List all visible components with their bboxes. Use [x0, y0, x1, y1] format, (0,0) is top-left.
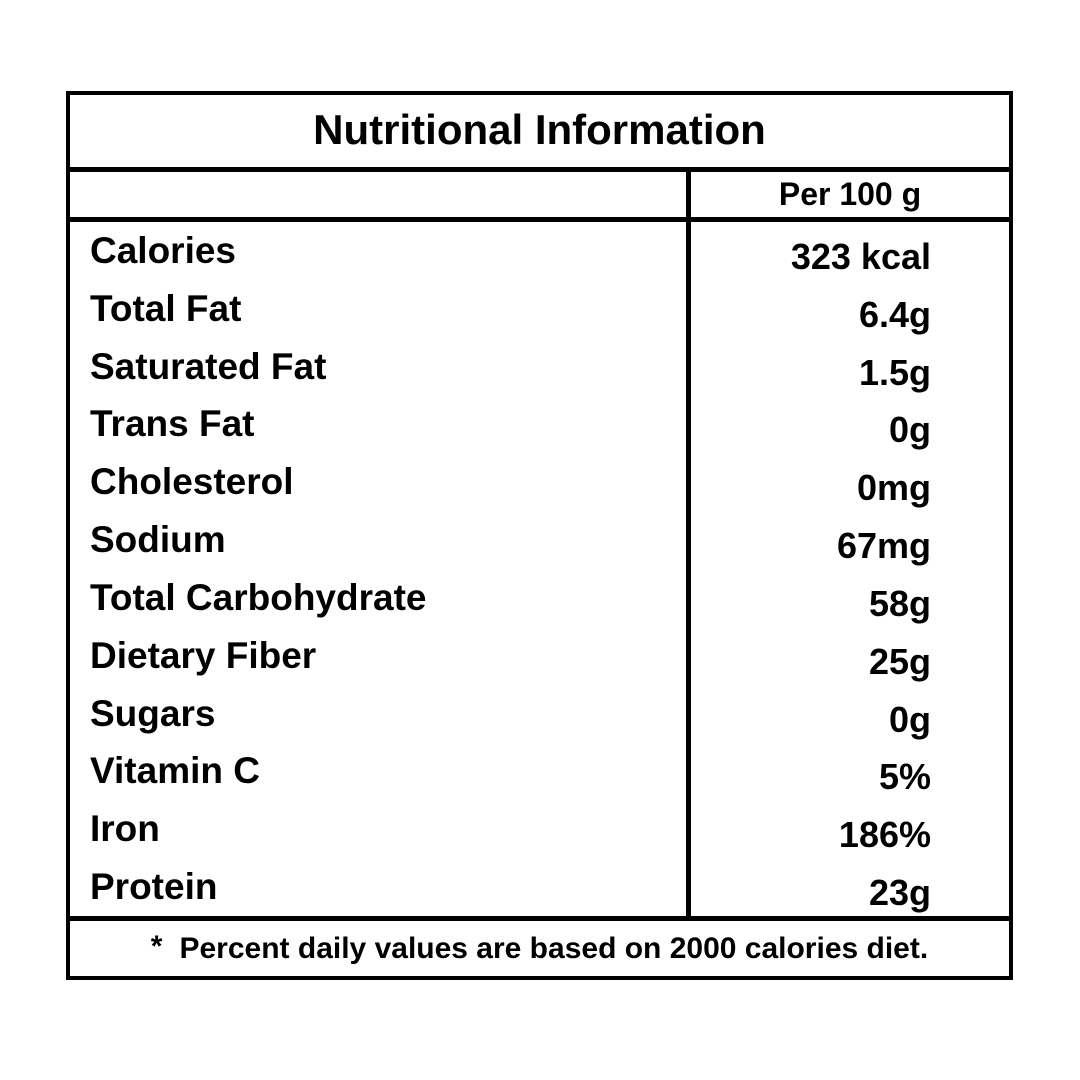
- nutrient-value-cell: 23g: [686, 858, 1009, 916]
- nutrient-value-cell: 1.5g: [686, 337, 1009, 396]
- row-label: Sodium: [90, 519, 226, 561]
- nutrient-value-cell: 58g: [686, 568, 1009, 627]
- row-label: Dietary Fiber: [90, 634, 317, 676]
- nutrient-label-cell: Protein: [70, 858, 686, 916]
- nutrient-label-cell: Vitamin C: [70, 742, 686, 800]
- footnote-asterisk: *: [150, 929, 163, 963]
- nutrient-label-cell: Sugars: [70, 685, 686, 743]
- nutrient-value-cell: 25g: [686, 626, 1009, 685]
- row-value: 0g: [888, 698, 931, 740]
- table-body: Calories 323 kcal Total Fat 6.4g Saturat…: [70, 222, 1009, 921]
- row-label: Total Fat: [90, 287, 242, 329]
- row-label: Sugars: [90, 692, 216, 734]
- row-label: Protein: [90, 866, 218, 908]
- nutrient-label-cell: Total Fat: [70, 280, 686, 338]
- column-header-per-100g: Per 100 g: [686, 172, 1009, 217]
- footnote-text: Percent daily values are based on 2000 c…: [179, 931, 929, 965]
- row-value: 67mg: [836, 525, 931, 567]
- column-header-label: Per 100 g: [778, 176, 922, 212]
- nutrient-value-cell: 323 kcal: [686, 222, 1009, 280]
- nutrient-label-cell: Calories: [70, 222, 686, 280]
- row-label: Saturated Fat: [90, 345, 327, 387]
- row-value: 1.5g: [858, 351, 931, 393]
- nutrient-value-cell: 67mg: [686, 511, 1009, 569]
- row-value: 0g: [888, 409, 931, 451]
- footnote-row: * Percent daily values are based on 2000…: [70, 921, 1009, 976]
- nutrient-label-cell: Trans Fat: [70, 395, 686, 453]
- nutrient-label-cell: Total Carbohydrate: [70, 569, 686, 627]
- nutrient-label-cell: Iron: [70, 800, 686, 858]
- page-title: Nutritional Information: [313, 106, 766, 153]
- row-label: Trans Fat: [90, 403, 255, 445]
- row-value: 323 kcal: [790, 235, 931, 277]
- nutrient-label-cell: Dietary Fiber: [70, 627, 686, 685]
- row-label: Calories: [90, 229, 237, 271]
- nutrient-value-cell: 0mg: [686, 453, 1009, 512]
- nutrient-value-cell: 0g: [686, 684, 1009, 743]
- column-header-empty-cell: [70, 172, 686, 217]
- column-header-row: Per 100 g: [70, 172, 1009, 222]
- row-value: 58g: [868, 582, 931, 624]
- nutrient-label-cell: Sodium: [70, 511, 686, 569]
- row-value: 23g: [868, 872, 931, 914]
- nutrient-value-cell: 6.4g: [686, 279, 1009, 338]
- row-label: Total Carbohydrate: [90, 576, 427, 618]
- nutrient-value-cell: 186%: [686, 800, 1009, 859]
- row-value: 25g: [868, 640, 931, 682]
- row-label: Iron: [90, 808, 160, 850]
- row-value: 5%: [878, 756, 931, 798]
- nutrient-label-cell: Cholesterol: [70, 453, 686, 511]
- nutrient-value-cell: 5%: [686, 742, 1009, 801]
- row-value: 186%: [838, 814, 931, 856]
- row-label: Cholesterol: [90, 461, 294, 503]
- title-row: Nutritional Information: [70, 95, 1009, 172]
- row-value: 0mg: [856, 467, 931, 509]
- row-value: 6.4g: [858, 293, 931, 335]
- nutrient-value-cell: 0g: [686, 395, 1009, 454]
- row-label: Vitamin C: [90, 750, 260, 792]
- nutrient-label-cell: Saturated Fat: [70, 338, 686, 396]
- nutrition-facts-table: Nutritional Information Per 100 g Calori…: [66, 91, 1013, 980]
